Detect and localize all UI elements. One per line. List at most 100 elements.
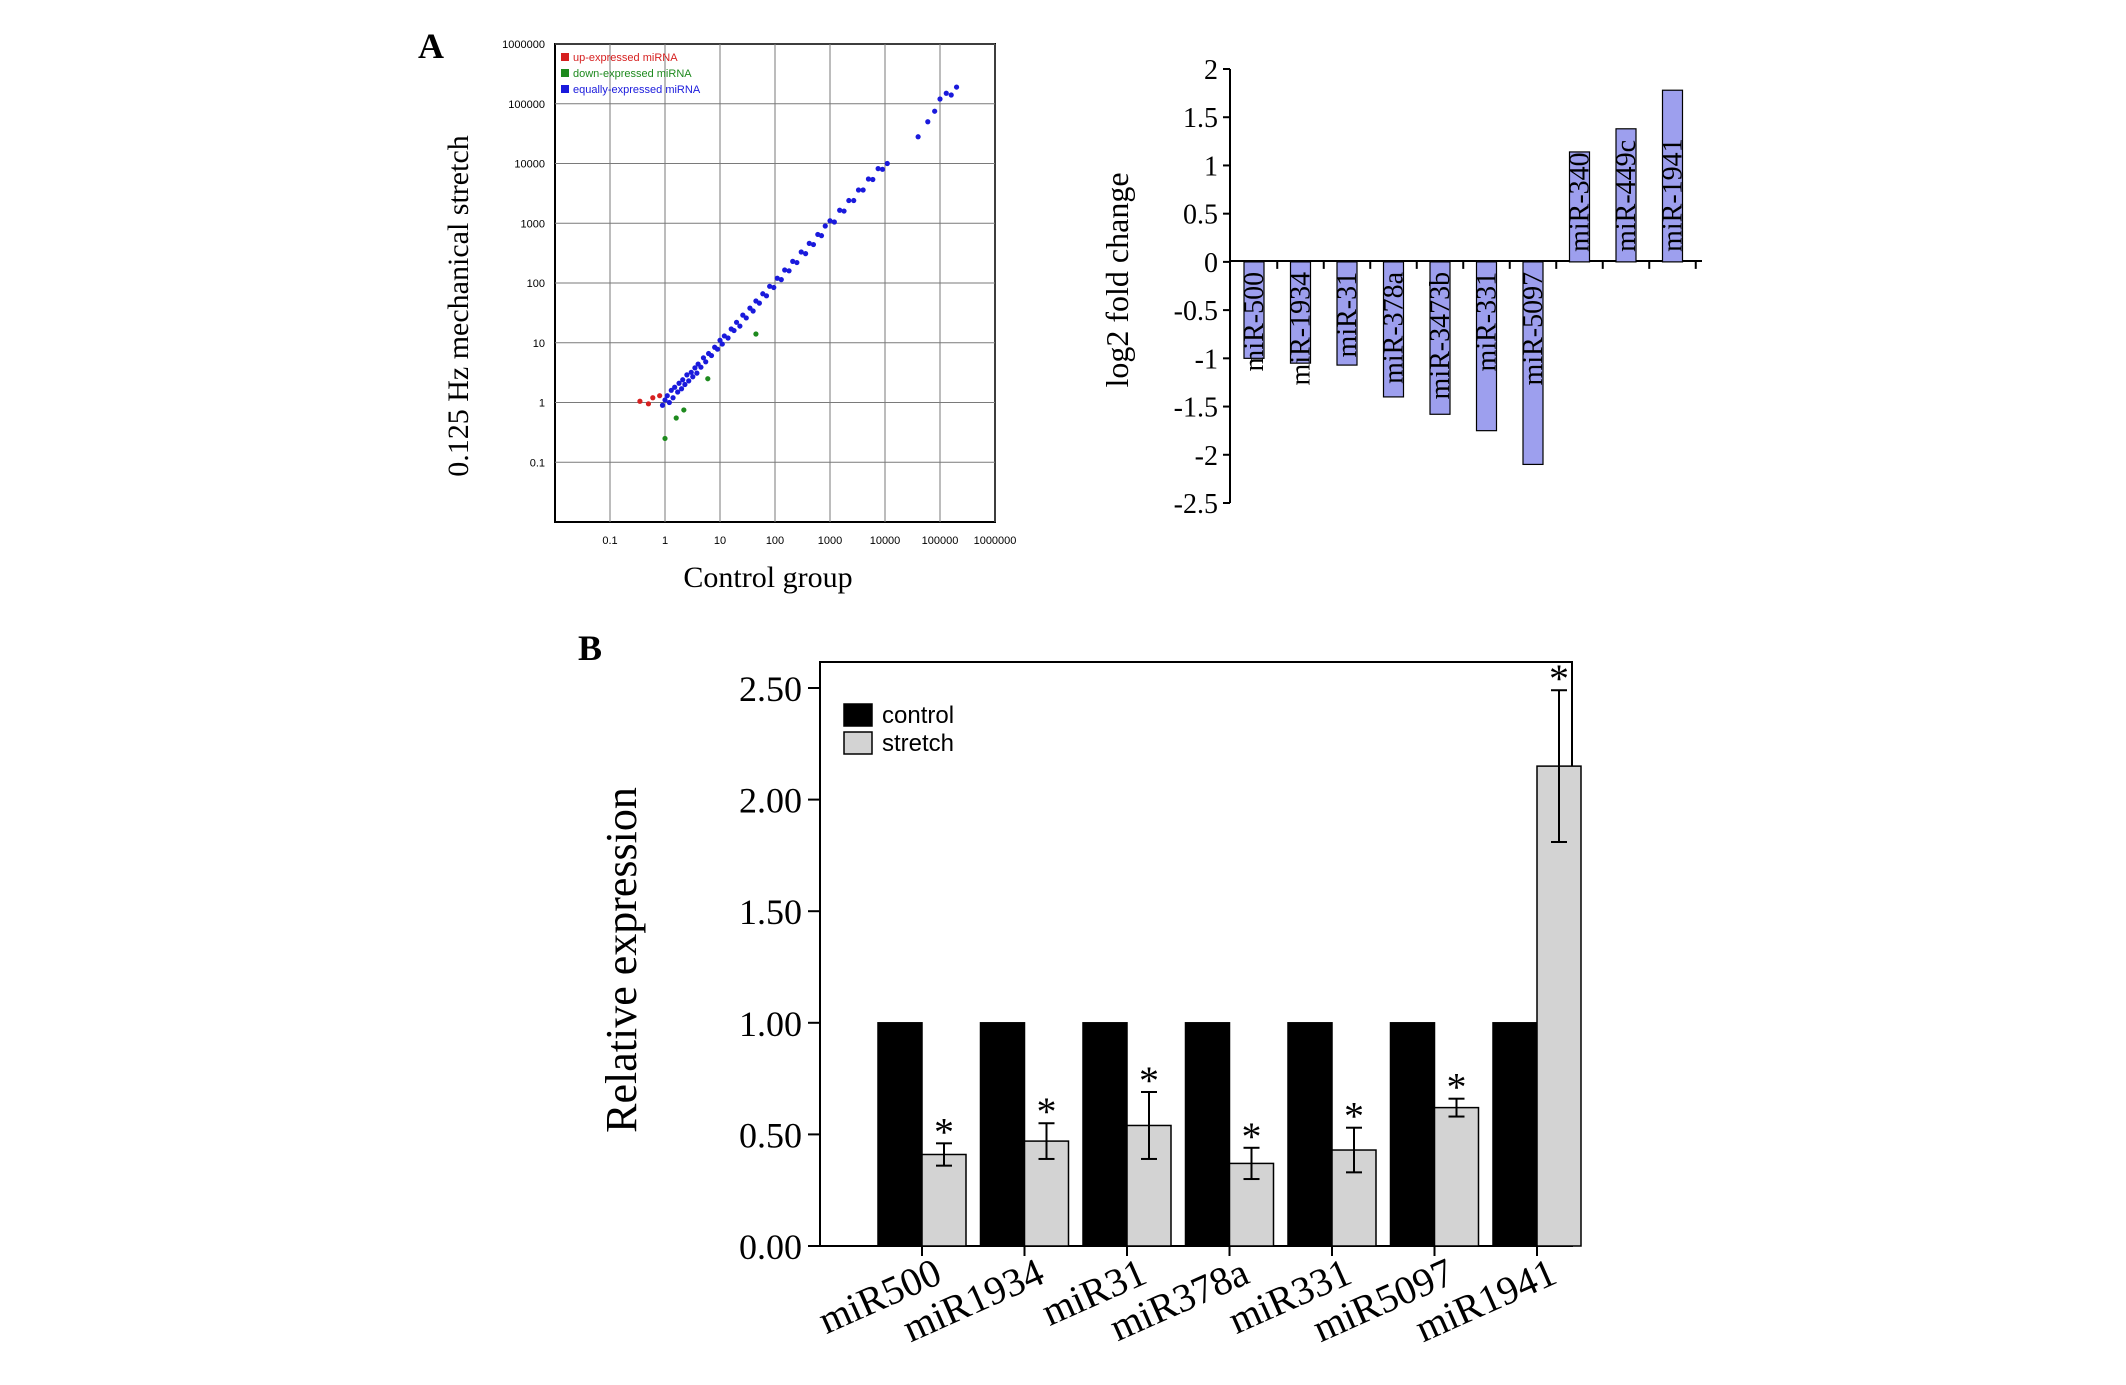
scatter-point-down-expressed-mirna: [673, 415, 679, 421]
scatter-point-equally-expressed-mirna: [672, 384, 678, 390]
significance-asterisk: *: [1037, 1089, 1057, 1134]
fold-bar-mir-340: [1568, 151, 1591, 263]
relexp-y-axis-title: Relative expression: [597, 787, 646, 1133]
relexp-y-tick-label: 2.50: [739, 669, 802, 709]
fold-bar-mir-1934: [1289, 261, 1312, 364]
scatter-y-tick-label: 0.1: [530, 457, 545, 469]
scatter-point-equally-expressed-mirna: [698, 364, 704, 370]
relexp-y-tick-label: 0.00: [739, 1227, 802, 1267]
fold-y-tick-label: 2: [1204, 55, 1218, 86]
relexp-category-labels: miR500miR1934miR31miR378amiR331miR5097mi…: [812, 1249, 1563, 1351]
scatter-point-equally-expressed-mirna: [703, 359, 709, 365]
scatter-point-equally-expressed-mirna: [932, 108, 938, 114]
fold-y-tick-labels: -2.5 -2 -1.5 -1 -0.5 0 0.5 1 1.5 2: [1174, 55, 1230, 520]
scatter-point-equally-expressed-mirna: [875, 166, 881, 172]
scatter-point-equally-expressed-mirna: [682, 381, 688, 388]
scatter-point-equally-expressed-mirna: [678, 386, 685, 392]
scatter-point-equally-expressed-mirna: [778, 276, 784, 283]
relexp-bar-control-mir1934: [979, 1022, 1026, 1247]
scatter-point-equally-expressed-mirna: [675, 389, 681, 395]
relexp-y-tick-label: 1.50: [739, 892, 802, 932]
scatter-points: [637, 84, 960, 442]
fold-y-tick-label: 0: [1204, 248, 1218, 279]
legend-label-control: control: [882, 702, 954, 729]
fold-category-labels: miR-500 miR-1934 miR-31 miR-378a miR-3473b mi…: [1239, 138, 1689, 399]
scatter-y-tick-label: 1000: [521, 218, 545, 230]
relexp-y-tick-labels: 0.00 0.50 1.00 1.50 2.00 2.50: [739, 669, 820, 1267]
legend-swatch-control: [843, 703, 873, 727]
scatter-point-equally-expressed-mirna: [740, 312, 746, 318]
scatter-point-equally-expressed-mirna: [841, 208, 847, 214]
scatter-plot: 0.1 1 10 100 1000 10000 100000 1000000 0.1 1 10 10…: [442, 39, 1016, 594]
scatter-point-up-expressed-mirna: [650, 395, 656, 401]
significance-asterisk: *: [1549, 656, 1569, 701]
scatter-y-tick-label: 100: [527, 278, 545, 290]
scatter-point-equally-expressed-mirna: [948, 92, 954, 98]
scatter-point-equally-expressed-mirna: [790, 258, 796, 264]
fold-bar-mir-331: [1475, 261, 1498, 432]
scatter-point-equally-expressed-mirna: [763, 293, 770, 299]
scatter-point-equally-expressed-mirna: [794, 259, 800, 266]
legend-swatch-equally-expressed-mirna: [561, 85, 569, 93]
scatter-point-equally-expressed-mirna: [684, 372, 690, 378]
scatter-point-equally-expressed-mirna: [953, 84, 960, 90]
significance-asterisk: *: [1344, 1094, 1364, 1139]
scatter-x-tick-label: 10: [714, 535, 726, 547]
scatter-point-equally-expressed-mirna: [750, 308, 756, 314]
scatter-point-down-expressed-mirna: [681, 407, 687, 413]
scatter-point-equally-expressed-mirna: [719, 341, 725, 347]
fold-y-tick-label: 1: [1204, 151, 1218, 182]
scatter-point-equally-expressed-mirna: [743, 315, 749, 321]
scatter-y-tick-labels: 0.1 1 10 100 1000 10000 100000 1000000: [502, 39, 545, 469]
scatter-point-equally-expressed-mirna: [686, 378, 692, 384]
scatter-point-equally-expressed-mirna: [733, 319, 740, 325]
scatter-point-equally-expressed-mirna: [837, 207, 843, 213]
scatter-point-up-expressed-mirna: [637, 398, 643, 404]
scatter-point-equally-expressed-mirna: [827, 218, 833, 224]
relexp-y-tick-label: 2.00: [739, 781, 802, 821]
scatter-y-tick-label: 1: [539, 398, 545, 410]
fold-bar-mir-3473b: [1429, 261, 1451, 415]
scatter-y-tick-label: 10000: [514, 159, 545, 171]
scatter-point-equally-expressed-mirna: [717, 337, 723, 343]
fold-y-tick-label: 1.5: [1183, 103, 1218, 134]
fold-bar-mir-31: [1336, 261, 1358, 366]
scatter-point-equally-expressed-mirna: [855, 187, 862, 193]
scatter-point-equally-expressed-mirna: [860, 187, 866, 193]
scatter-point-equally-expressed-mirna: [662, 397, 668, 403]
scatter-point-equally-expressed-mirna: [694, 370, 700, 376]
fold-bar-mir-1941: [1661, 89, 1684, 263]
fold-bar-mir-5097: [1522, 261, 1544, 466]
scatter-y-tick-label: 1000000: [502, 39, 545, 51]
scatter-point-equally-expressed-mirna: [822, 223, 828, 229]
scatter-point-equally-expressed-mirna: [915, 134, 921, 140]
fold-y-tick-label: -1: [1195, 344, 1218, 375]
scatter-point-equally-expressed-mirna: [756, 300, 762, 306]
significance-asterisk: *: [1242, 1114, 1262, 1159]
panel-label-a: A: [418, 26, 444, 66]
panel-label-b: B: [578, 628, 602, 668]
scatter-point-equally-expressed-mirna: [831, 219, 837, 225]
relexp-bars: * * * * * * *: [877, 656, 1582, 1256]
fold-y-tick-label: 0.5: [1183, 200, 1218, 231]
scatter-point-equally-expressed-mirna: [786, 268, 792, 274]
relexp-bar-control-mir5097: [1389, 1022, 1436, 1247]
scatter-point-equally-expressed-mirna: [884, 160, 890, 167]
scatter-point-equally-expressed-mirna: [725, 335, 731, 341]
legend-label-down-expressed-mirna: down-expressed miRNA: [573, 68, 692, 80]
significance-asterisk: *: [1139, 1058, 1159, 1103]
fold-y-tick-label: -1.5: [1174, 393, 1218, 424]
scatter-point-down-expressed-mirna: [753, 331, 759, 337]
scatter-point-equally-expressed-mirna: [708, 352, 715, 359]
legend-label-stretch: stretch: [882, 730, 954, 757]
scatter-point-up-expressed-mirna: [657, 393, 663, 399]
relexp-bar-control-mir331: [1287, 1022, 1333, 1247]
scatter-point-equally-expressed-mirna: [714, 346, 721, 352]
scatter-point-equally-expressed-mirna: [851, 197, 857, 204]
relexp-bar-stretch-mir5097: [1433, 1106, 1480, 1247]
legend-swatch-down-expressed-mirna: [561, 69, 569, 77]
scatter-point-equally-expressed-mirna: [782, 267, 788, 273]
scatter-point-equally-expressed-mirna: [700, 355, 707, 361]
scatter-point-equally-expressed-mirna: [664, 393, 670, 399]
